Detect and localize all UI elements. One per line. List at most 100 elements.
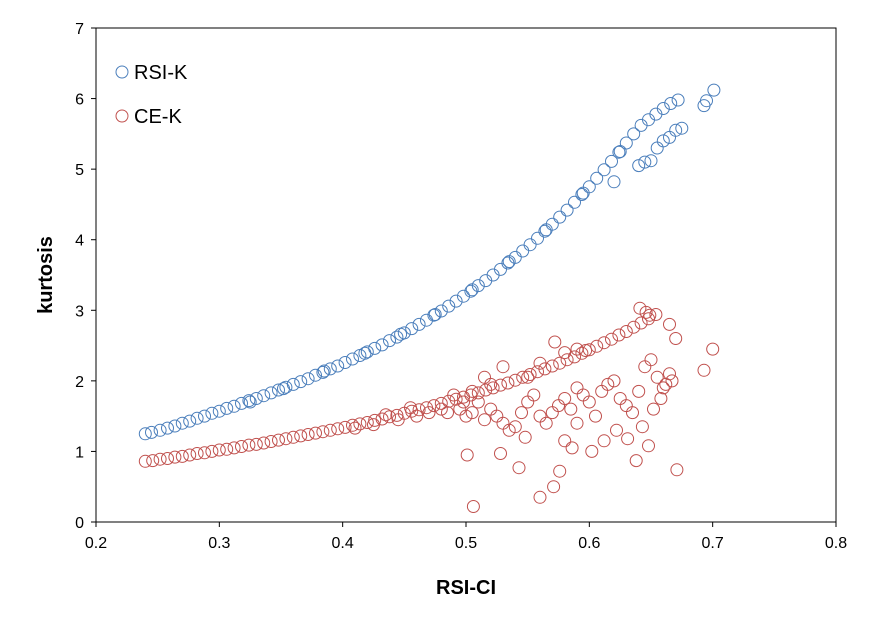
data-point — [183, 448, 197, 462]
data-point — [538, 224, 552, 238]
data-point — [585, 444, 599, 458]
data-point — [665, 374, 679, 388]
data-point — [190, 447, 204, 460]
data-point — [560, 203, 574, 217]
data-point — [706, 342, 720, 356]
data-point — [512, 461, 526, 475]
data-point — [539, 416, 553, 430]
y-tick-label: 2 — [75, 374, 84, 391]
data-point — [346, 352, 359, 366]
data-point — [457, 289, 470, 303]
data-point — [675, 121, 689, 135]
x-axis-title: RSI-CI — [436, 577, 496, 599]
data-point — [316, 365, 330, 379]
data-point — [629, 454, 643, 468]
data-point — [205, 406, 219, 420]
data-point — [301, 372, 315, 386]
data-point — [605, 332, 618, 346]
data-point — [227, 441, 241, 455]
data-point — [175, 449, 189, 463]
data-point — [638, 360, 652, 374]
x-tick-label: 0.2 — [85, 535, 107, 552]
data-point — [508, 420, 522, 434]
data-point — [478, 413, 491, 427]
data-point — [220, 401, 234, 415]
data-point — [545, 406, 559, 420]
data-point — [502, 255, 516, 269]
data-point — [700, 94, 713, 108]
data-point — [597, 163, 611, 177]
data-point — [523, 238, 537, 252]
data-point — [243, 395, 257, 409]
data-point — [565, 441, 579, 455]
data-point — [367, 418, 380, 432]
data-point — [317, 364, 331, 378]
data-point — [582, 395, 596, 409]
data-point — [264, 386, 278, 400]
data-point — [264, 435, 278, 448]
data-point — [375, 338, 389, 352]
data-point — [632, 159, 646, 173]
data-point — [249, 392, 263, 405]
data-point — [644, 154, 658, 168]
data-point — [697, 363, 711, 377]
data-point — [410, 409, 424, 423]
data-point — [597, 336, 611, 350]
x-tick-label: 0.4 — [332, 535, 354, 552]
data-point — [610, 423, 623, 437]
data-point — [434, 396, 448, 410]
data-point — [656, 381, 670, 395]
y-tick-label: 1 — [75, 444, 84, 461]
data-point — [531, 231, 544, 245]
legend-marker-rsi-k — [115, 65, 129, 79]
data-point — [634, 316, 648, 330]
data-point — [227, 399, 241, 413]
data-point — [707, 83, 721, 97]
data-point — [656, 102, 670, 115]
data-point — [552, 399, 565, 413]
data-point — [560, 353, 574, 367]
data-point — [460, 448, 474, 462]
data-point — [486, 381, 500, 395]
data-point — [309, 426, 322, 440]
data-point — [632, 384, 646, 398]
legend-marker-ce-k — [115, 109, 129, 123]
data-point — [518, 430, 532, 444]
data-point — [671, 93, 685, 107]
data-point — [547, 480, 561, 494]
data-point — [494, 262, 507, 276]
data-point — [545, 359, 559, 373]
data-point — [212, 443, 226, 457]
data-point — [323, 423, 337, 437]
data-point — [521, 370, 535, 384]
data-point — [634, 118, 648, 132]
data-point — [533, 356, 547, 370]
data-point — [553, 210, 567, 224]
data-point — [650, 141, 664, 155]
data-point — [272, 383, 285, 397]
data-point — [650, 370, 664, 384]
data-point — [145, 425, 158, 439]
data-point — [642, 439, 655, 453]
data-point — [422, 406, 436, 420]
data-point — [670, 463, 684, 477]
data-point — [428, 308, 442, 321]
data-point — [277, 382, 290, 396]
data-point — [490, 409, 504, 423]
data-point — [575, 346, 589, 360]
data-point — [558, 392, 572, 405]
data-point — [348, 421, 362, 435]
data-point — [627, 127, 641, 141]
data-point — [664, 97, 678, 110]
data-point — [427, 399, 441, 413]
data-point — [286, 430, 300, 444]
data-point — [553, 356, 567, 370]
x-tick-label: 0.6 — [578, 535, 600, 552]
axis-ticks: 0.2 0.3 0.4 0.5 0.6 0.7 0.8 0 1 2 3 4 5 6 7 — [75, 21, 847, 552]
data-point — [590, 171, 604, 185]
x-tick-label: 0.7 — [702, 535, 724, 552]
data-point — [449, 294, 463, 308]
data-point — [316, 425, 330, 439]
data-point — [138, 427, 152, 441]
y-tick-label: 3 — [75, 303, 84, 320]
